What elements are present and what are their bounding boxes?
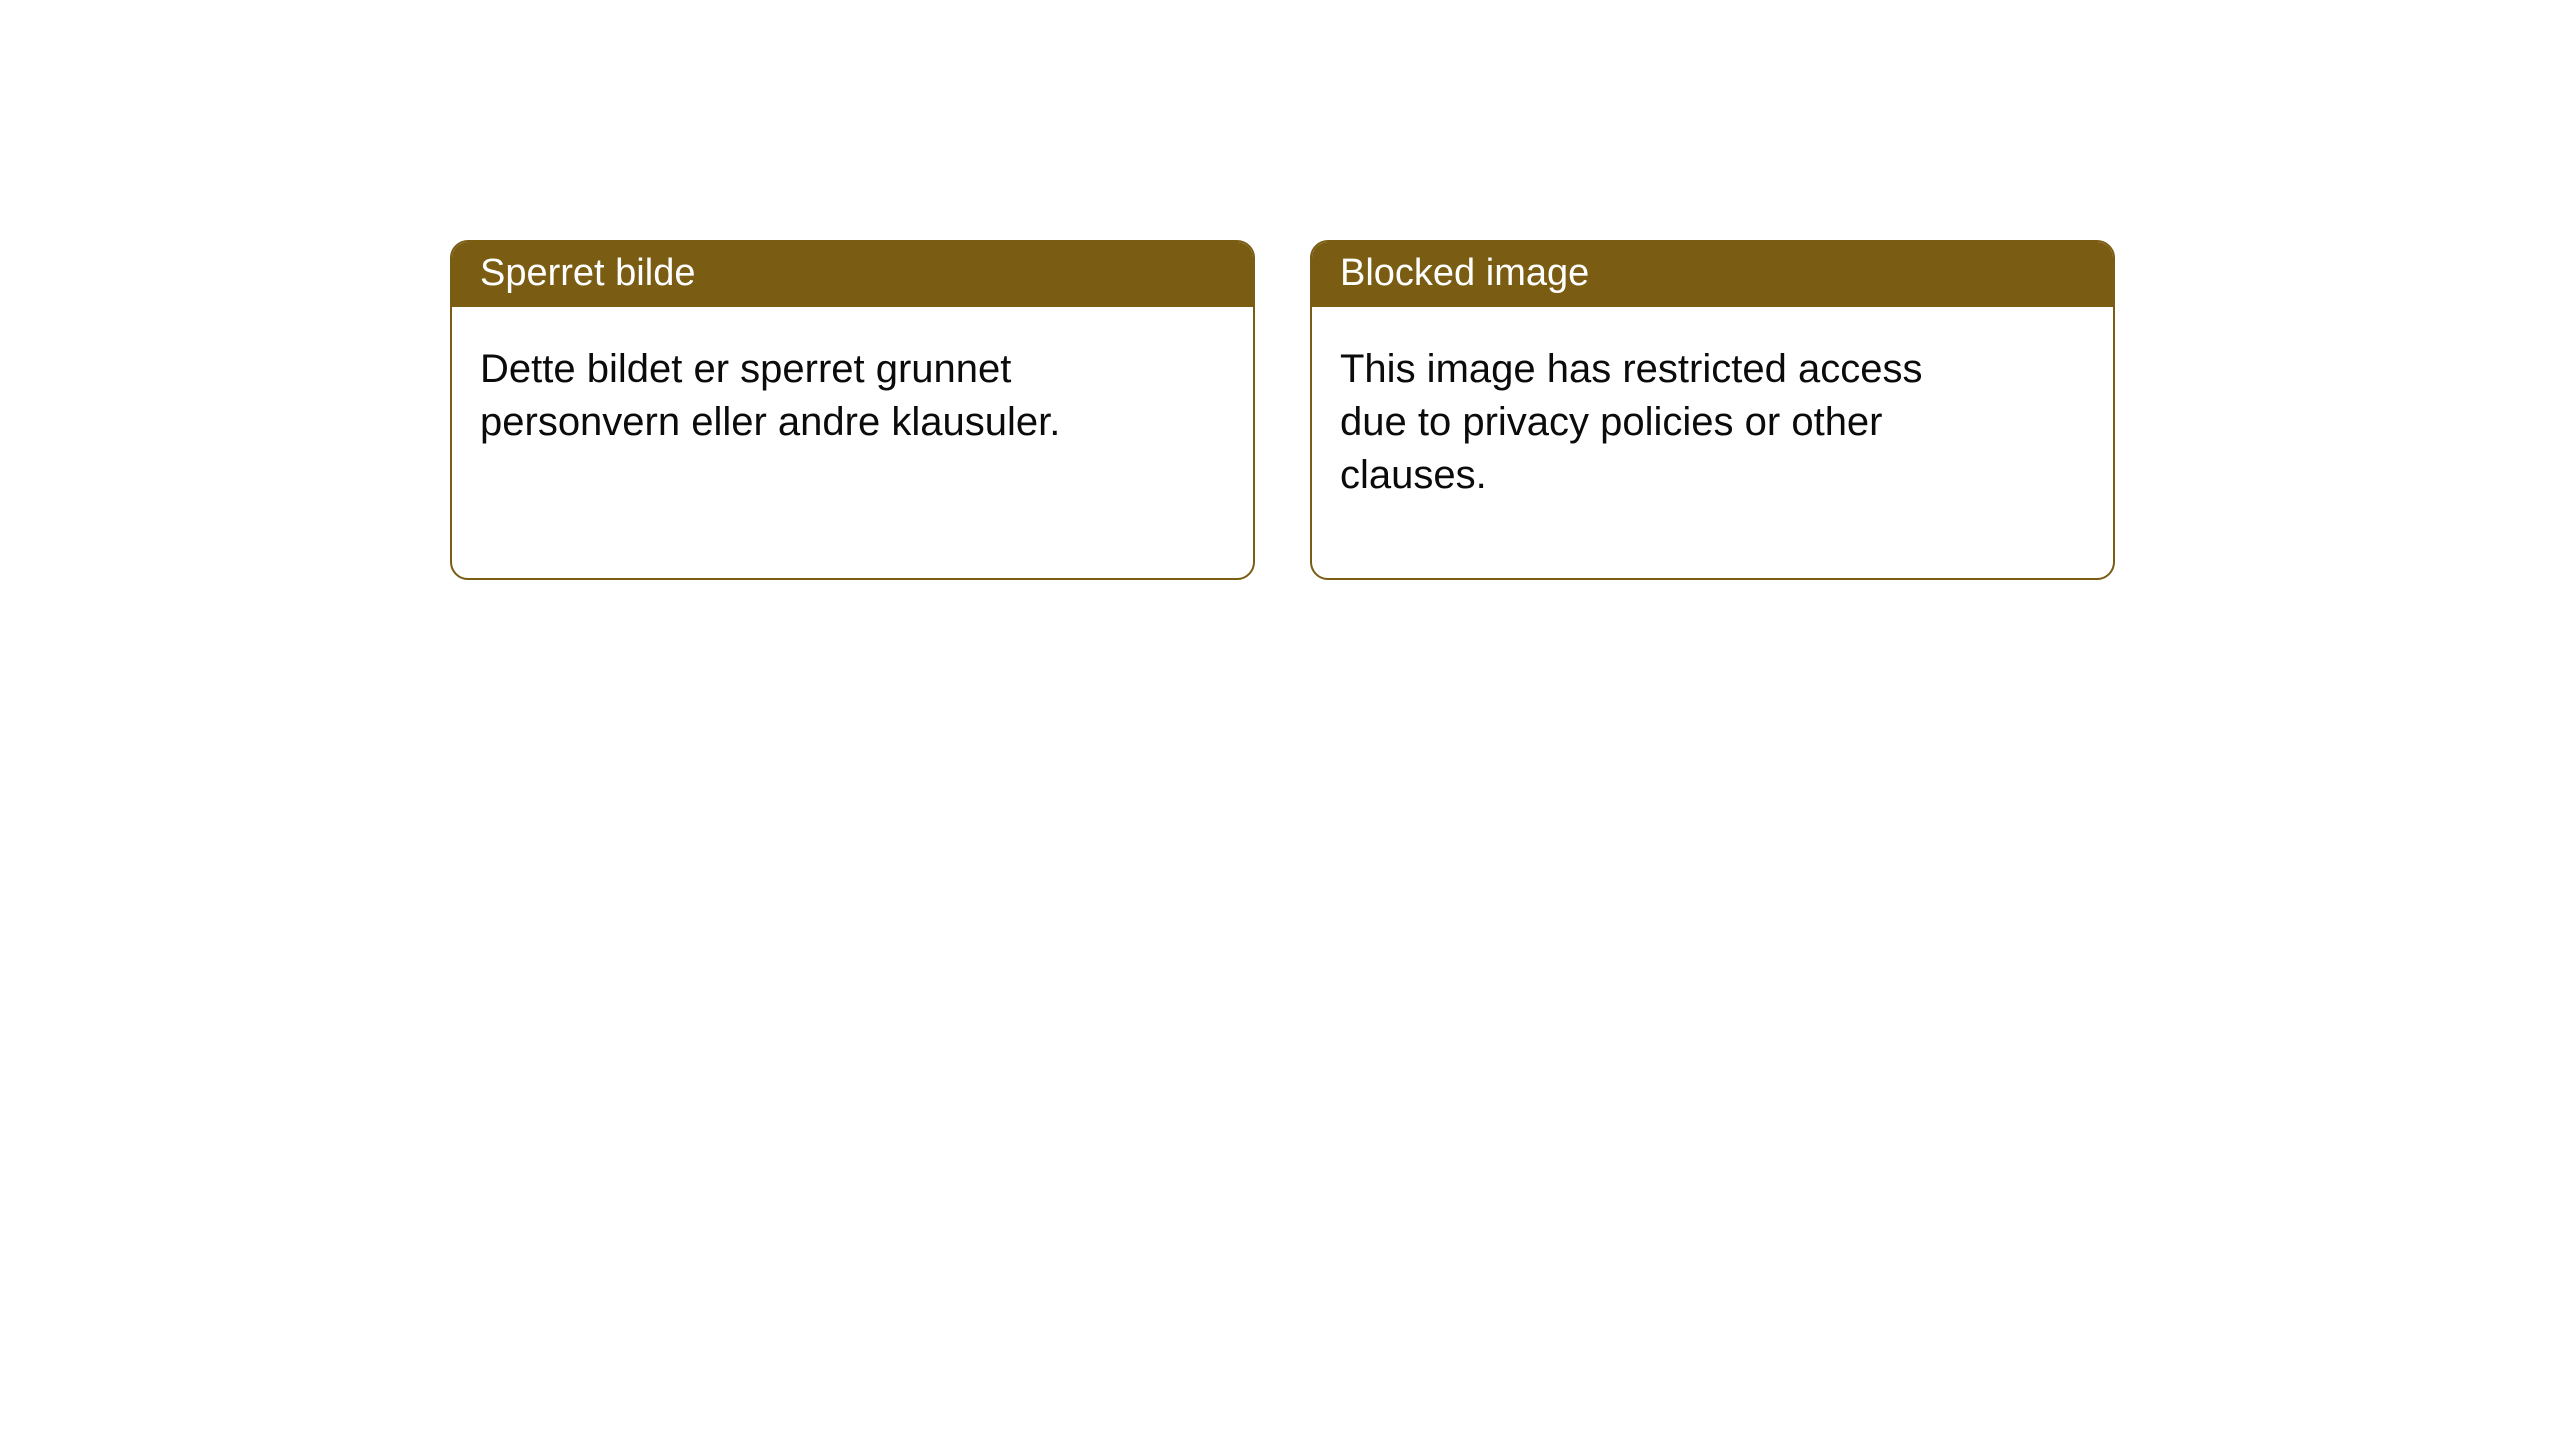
card-title-english: Blocked image <box>1312 242 2113 307</box>
card-body-norwegian: Dette bildet er sperret grunnet personve… <box>452 307 1152 485</box>
card-body-english: This image has restricted access due to … <box>1312 307 1952 537</box>
card-title-norwegian: Sperret bilde <box>452 242 1253 307</box>
notice-container: Sperret bilde Dette bildet er sperret gr… <box>0 0 2560 580</box>
blocked-image-card-english: Blocked image This image has restricted … <box>1310 240 2115 580</box>
blocked-image-card-norwegian: Sperret bilde Dette bildet er sperret gr… <box>450 240 1255 580</box>
